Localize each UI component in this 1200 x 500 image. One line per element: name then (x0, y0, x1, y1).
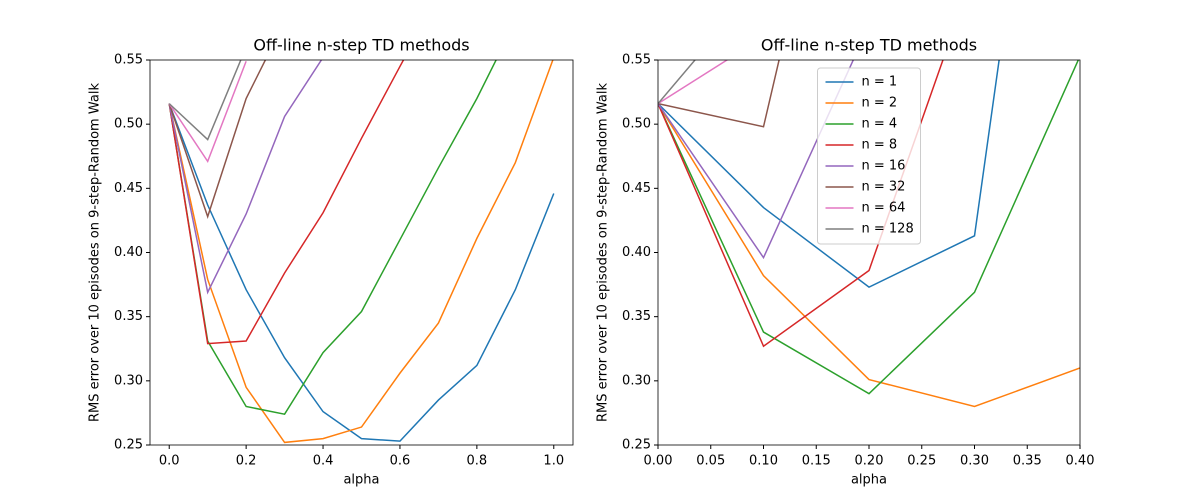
series-line (658, 60, 944, 348)
legend-label: n = 2 (862, 96, 898, 111)
legend-label: n = 4 (862, 117, 898, 132)
series-line (168, 60, 554, 444)
y-axis-label: RMS error over 10 episodes on 9-step-Ran… (596, 83, 611, 422)
x-tick-label: 0.30 (960, 454, 989, 469)
series-line (168, 60, 267, 219)
y-tick-label: 0.40 (622, 245, 651, 260)
y-tick-label: 0.40 (114, 245, 143, 260)
y-tick-label: 0.30 (622, 373, 651, 388)
x-tick-label: 0.4 (313, 454, 334, 469)
chart-title: Off-line n-step TD methods (761, 36, 977, 55)
chart-title: Off-line n-step TD methods (253, 36, 469, 55)
y-tick-label: 0.55 (622, 53, 651, 68)
x-tick-label: 0.25 (907, 454, 936, 469)
series-line (658, 60, 780, 128)
y-tick-label: 0.35 (622, 309, 651, 324)
y-tick-label: 0.45 (622, 181, 651, 196)
axes-frame (149, 59, 574, 446)
x-tick-label: 0.05 (696, 454, 725, 469)
x-axis-label: alpha (343, 473, 379, 488)
y-tick-label: 0.25 (114, 438, 143, 453)
plot-area (168, 60, 555, 444)
x-tick-label: 0.0 (159, 454, 180, 469)
y-tick-label: 0.30 (114, 373, 143, 388)
x-tick-label: 0.15 (802, 454, 831, 469)
x-axis-label: alpha (851, 473, 887, 488)
y-tick-label: 0.50 (622, 117, 651, 132)
axes: Off-line n-step TD methods alpha RMS error… (88, 36, 574, 488)
legend-label: n = 32 (862, 180, 906, 195)
series-line (658, 60, 696, 105)
x-tick-label: 0.10 (749, 454, 778, 469)
series-line (168, 60, 242, 141)
x-tick-label: 0.8 (467, 454, 488, 469)
y-axis-label: RMS error over 10 episodes on 9-step-Ran… (88, 83, 103, 422)
legend: n = 1 n = 2 n = 4 n = 8 n = 16 n = 32 n = 64 n … (817, 67, 921, 245)
x-tick-label: 0.40 (1066, 454, 1095, 469)
series-line (168, 61, 247, 164)
legend-label: n = 1 (862, 75, 898, 90)
series-line (168, 103, 555, 442)
x-tick-label: 0.20 (855, 454, 884, 469)
legend-label: n = 64 (862, 201, 906, 216)
x-tick-label: 1.0 (543, 454, 564, 469)
legend-label: n = 128 (862, 222, 914, 237)
x-tick-label: 0.00 (644, 454, 673, 469)
legend-label: n = 16 (862, 159, 906, 174)
y-tick-label: 0.25 (622, 438, 651, 453)
legend-label: n = 8 (862, 138, 898, 153)
y-tick-label: 0.35 (114, 309, 143, 324)
series-line (658, 60, 1080, 395)
x-tick-label: 0.35 (1013, 454, 1042, 469)
y-tick-label: 0.50 (114, 117, 143, 132)
series-line (168, 60, 405, 345)
series-line (658, 103, 1080, 408)
x-tick-label: 0.2 (236, 454, 257, 469)
series-line (658, 60, 729, 105)
legend-box (817, 67, 921, 245)
series-line (168, 60, 497, 416)
y-tick-label: 0.45 (114, 181, 143, 196)
x-tick-label: 0.6 (390, 454, 411, 469)
y-tick-label: 0.55 (114, 53, 143, 68)
series-line (658, 60, 1000, 289)
series-line (168, 60, 323, 295)
axes: Off-line n-step TD methods alpha RMS error… (596, 36, 1095, 488)
axes-frame (657, 59, 1081, 446)
